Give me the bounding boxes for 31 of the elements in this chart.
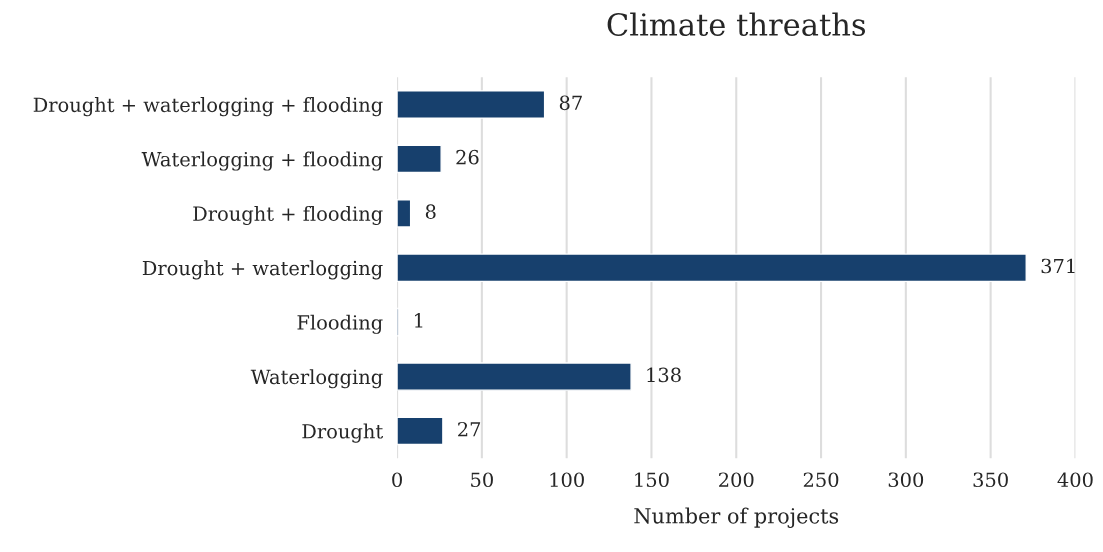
y-tick-label: Drought + waterlogging + flooding — [33, 97, 383, 117]
bar — [397, 199, 412, 228]
x-tick-label: 150 — [635, 472, 669, 488]
data-label: 8 — [425, 204, 436, 219]
x-tick-label: 100 — [550, 472, 584, 488]
x-tick-label: 0 — [392, 472, 402, 488]
data-label: 26 — [456, 149, 479, 165]
chart-title: Climate threaths — [607, 12, 866, 37]
bar — [397, 144, 442, 174]
bar — [397, 416, 444, 446]
bar — [397, 90, 546, 119]
data-label: 138 — [647, 367, 681, 383]
x-tick-label: 400 — [1057, 472, 1093, 488]
x-tick-label: 350 — [973, 472, 1008, 488]
data-label: 87 — [559, 95, 582, 111]
data-label: 27 — [458, 421, 481, 437]
x-tick-label: 50 — [471, 472, 493, 488]
bar — [397, 253, 1027, 283]
bar — [397, 362, 632, 391]
y-tick-label: Drought — [302, 423, 384, 443]
y-tick-label: Drought + flooding — [193, 205, 383, 226]
y-tick-label: Flooding — [297, 314, 383, 334]
data-label: 1 — [415, 313, 423, 328]
x-tick-label: 200 — [719, 472, 754, 488]
x-tick-label: 250 — [803, 472, 839, 488]
data-label: 371 — [1041, 258, 1075, 274]
y-tick-label: Waterlogging — [250, 369, 383, 389]
x-axis-title: Number of projects — [634, 507, 839, 528]
y-tick-label: Waterlogging + flooding — [141, 151, 383, 171]
y-tick-label: Drought + waterlogging — [142, 260, 383, 280]
x-tick-label: 300 — [888, 472, 924, 488]
